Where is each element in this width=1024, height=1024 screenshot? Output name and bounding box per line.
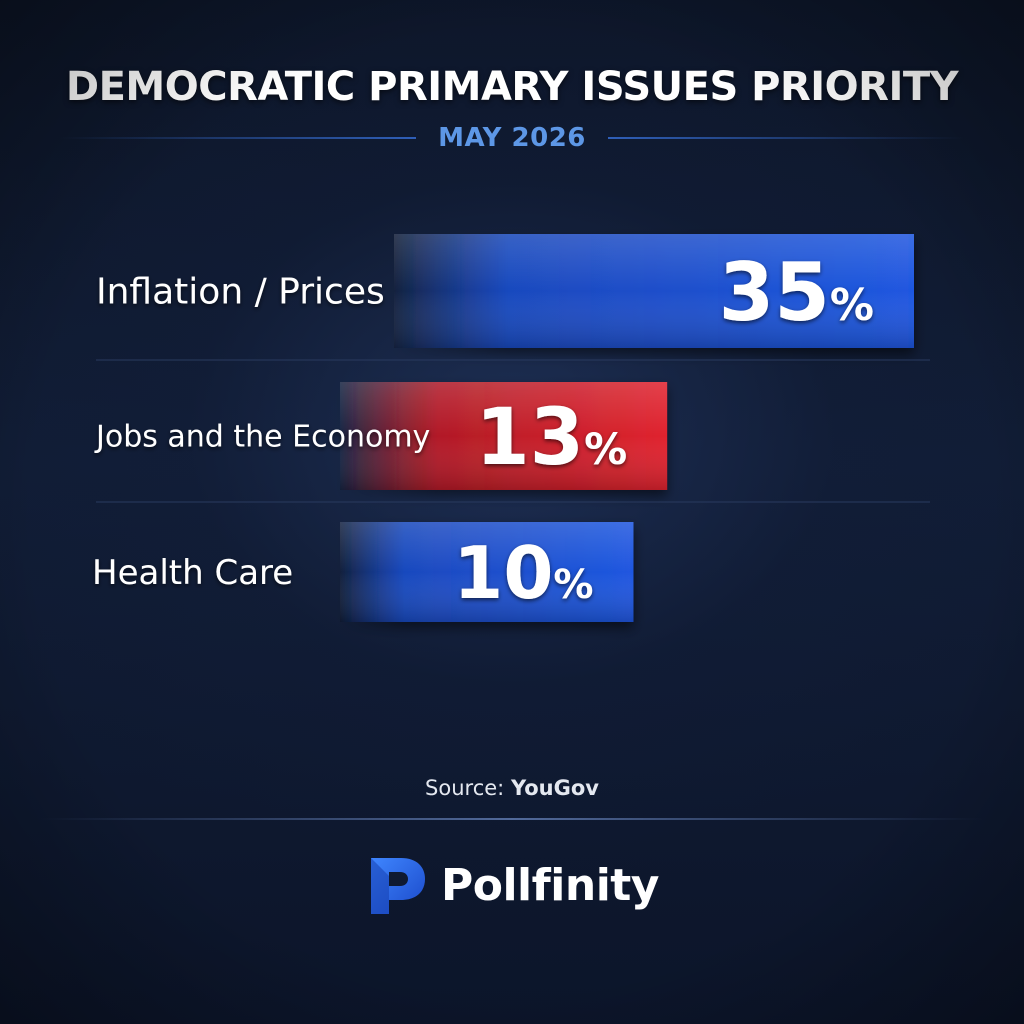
source-name: YouGov bbox=[510, 776, 599, 800]
subtitle-divider-right bbox=[607, 137, 964, 139]
category-label: Health Care bbox=[92, 553, 293, 593]
brand-lockup: Pollfinity bbox=[0, 852, 1024, 918]
footer-divider bbox=[40, 818, 984, 820]
source-prefix: Source: bbox=[425, 776, 511, 800]
bar-shine bbox=[340, 382, 668, 490]
category-label: Inflation / Prices bbox=[96, 272, 385, 313]
subtitle-divider-left bbox=[60, 137, 417, 139]
pollfinity-p-logo-icon bbox=[371, 858, 425, 914]
bars-layer: Inflation / Prices 35%Jobs and the Econom… bbox=[92, 234, 930, 622]
subtitle-row: MAY 2026 bbox=[60, 120, 964, 156]
source-note: Source: YouGov bbox=[0, 776, 1024, 800]
bar-shine bbox=[394, 234, 914, 348]
chart-subtitle: MAY 2026 bbox=[438, 123, 586, 153]
bar-shine bbox=[340, 522, 634, 622]
chart-title: DEMOCRATIC PRIMARY ISSUES PRIORITY bbox=[65, 64, 959, 110]
category-label: Jobs and the Economy bbox=[94, 420, 430, 455]
brand-name: Pollfinity bbox=[441, 859, 660, 911]
